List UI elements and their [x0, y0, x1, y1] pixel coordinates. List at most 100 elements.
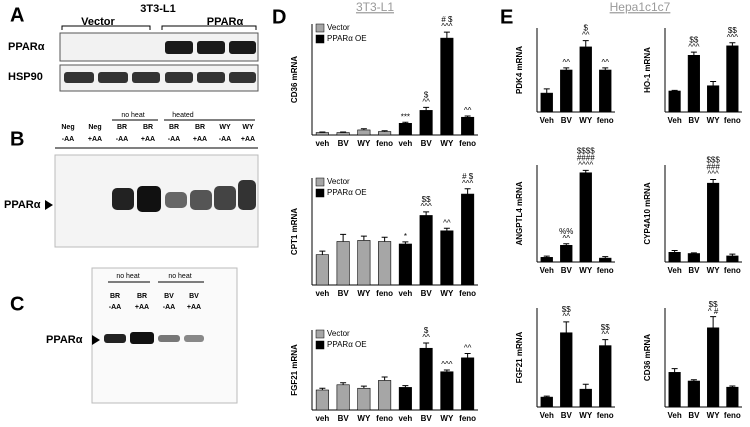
- x-tick-label: veh: [315, 414, 329, 423]
- significance: $$$: [706, 156, 720, 165]
- error-bar: [340, 382, 347, 385]
- y-axis-label: CD36 mRNA: [643, 334, 652, 381]
- significance: $$: [601, 323, 610, 332]
- x-tick-label: BV: [688, 116, 700, 125]
- panel-label: A: [10, 4, 24, 26]
- error-bar: [443, 227, 450, 231]
- bar: [315, 254, 329, 286]
- bar: [579, 46, 592, 113]
- x-tick-label: feno: [724, 411, 741, 420]
- significance: *: [404, 232, 407, 241]
- lane-label: WY: [242, 124, 254, 131]
- bar: [398, 122, 412, 136]
- bar: [398, 387, 412, 411]
- bar: [540, 92, 553, 113]
- significance: ^^^: [462, 179, 474, 188]
- group-label: PPARα: [207, 16, 244, 28]
- significance: ^^: [562, 234, 570, 243]
- bar: [336, 241, 350, 286]
- significance: ^^: [601, 58, 609, 67]
- error-bar: [582, 169, 589, 173]
- significance: ^^^: [688, 42, 700, 51]
- significance: # $: [462, 172, 474, 181]
- lane-label: +AA: [187, 304, 201, 311]
- x-tick-label: feno: [376, 289, 393, 298]
- x-tick-label: WY: [440, 289, 454, 298]
- significance: ^^^: [441, 360, 453, 369]
- x-tick-label: feno: [376, 414, 393, 423]
- lane-label: +AA: [193, 136, 207, 143]
- x-tick-label: Veh: [540, 266, 554, 275]
- bar: [398, 243, 412, 286]
- lane-label: Neg: [61, 124, 74, 131]
- lane-label: BV: [164, 293, 174, 300]
- panel-title: Hepa1c1c7: [610, 0, 671, 14]
- bar: [357, 387, 371, 411]
- band-label: PPARα: [46, 334, 83, 346]
- bar: [440, 37, 454, 136]
- significance: $$: [562, 305, 571, 314]
- bar: [357, 129, 371, 136]
- y-axis-label: CYP4A10 mRNA: [643, 182, 652, 244]
- error-bar: [563, 321, 570, 333]
- legend-label: PPARα OE: [327, 188, 367, 197]
- significance: ^^: [582, 31, 590, 40]
- bar: [461, 193, 475, 286]
- error-bar: [710, 316, 717, 328]
- error-bar: [360, 385, 367, 389]
- lane-label: BR: [195, 124, 205, 131]
- x-tick-label: veh: [315, 139, 329, 148]
- legend-swatch: [315, 23, 325, 33]
- blot: [54, 154, 259, 248]
- y-axis-label: FGF21 mRNA: [290, 344, 299, 396]
- bracket: [61, 25, 257, 30]
- x-tick-label: WY: [707, 266, 721, 275]
- error-bar: [671, 368, 678, 373]
- error-bar: [690, 51, 697, 56]
- error-bar: [729, 253, 736, 256]
- error-bar: [319, 250, 326, 255]
- significance: ***: [401, 112, 410, 121]
- bar: [419, 215, 433, 286]
- group-label: no heat: [168, 273, 191, 280]
- group-label: heated: [172, 112, 194, 119]
- bar: [440, 230, 454, 286]
- bar: [579, 388, 592, 408]
- legend-label: Vector: [327, 23, 350, 32]
- error-bar: [602, 67, 609, 70]
- error-bar: [443, 31, 450, 39]
- y-axis-label: CPT1 mRNA: [290, 208, 299, 255]
- error-bar: [602, 339, 609, 346]
- significance: ^^: [422, 97, 430, 106]
- significance: ^^^: [707, 170, 719, 179]
- x-tick-label: feno: [597, 266, 614, 275]
- lane-label: -AA: [163, 304, 175, 311]
- bar: [461, 357, 475, 411]
- lane-label: -AA: [109, 304, 121, 311]
- panel-label: D: [272, 6, 286, 28]
- band-label: PPARα: [4, 199, 41, 211]
- y-axis-label: FGF21 mRNA: [515, 331, 524, 383]
- significance: ^ #: [708, 307, 719, 316]
- panel-label: E: [500, 6, 513, 28]
- x-tick-label: Veh: [668, 266, 682, 275]
- error-bar: [582, 40, 589, 47]
- error-bar: [464, 352, 471, 358]
- group-label: no heat: [121, 112, 144, 119]
- bar: [579, 172, 592, 263]
- x-tick-label: BV: [421, 289, 433, 298]
- bar: [726, 45, 739, 113]
- lane-label: WY: [219, 124, 231, 131]
- bar: [461, 116, 475, 136]
- lane-label: BR: [117, 124, 127, 131]
- y-axis-label: CD36 mRNA: [290, 56, 299, 103]
- x-tick-label: WY: [707, 411, 721, 420]
- legend-label: PPARα OE: [327, 34, 367, 43]
- lane-label: BR: [137, 293, 147, 300]
- significance: $: [424, 326, 429, 335]
- significance: ^^: [464, 106, 472, 115]
- row-label: HSP90: [8, 71, 43, 83]
- lane-label: BR: [110, 293, 120, 300]
- bar: [668, 372, 681, 408]
